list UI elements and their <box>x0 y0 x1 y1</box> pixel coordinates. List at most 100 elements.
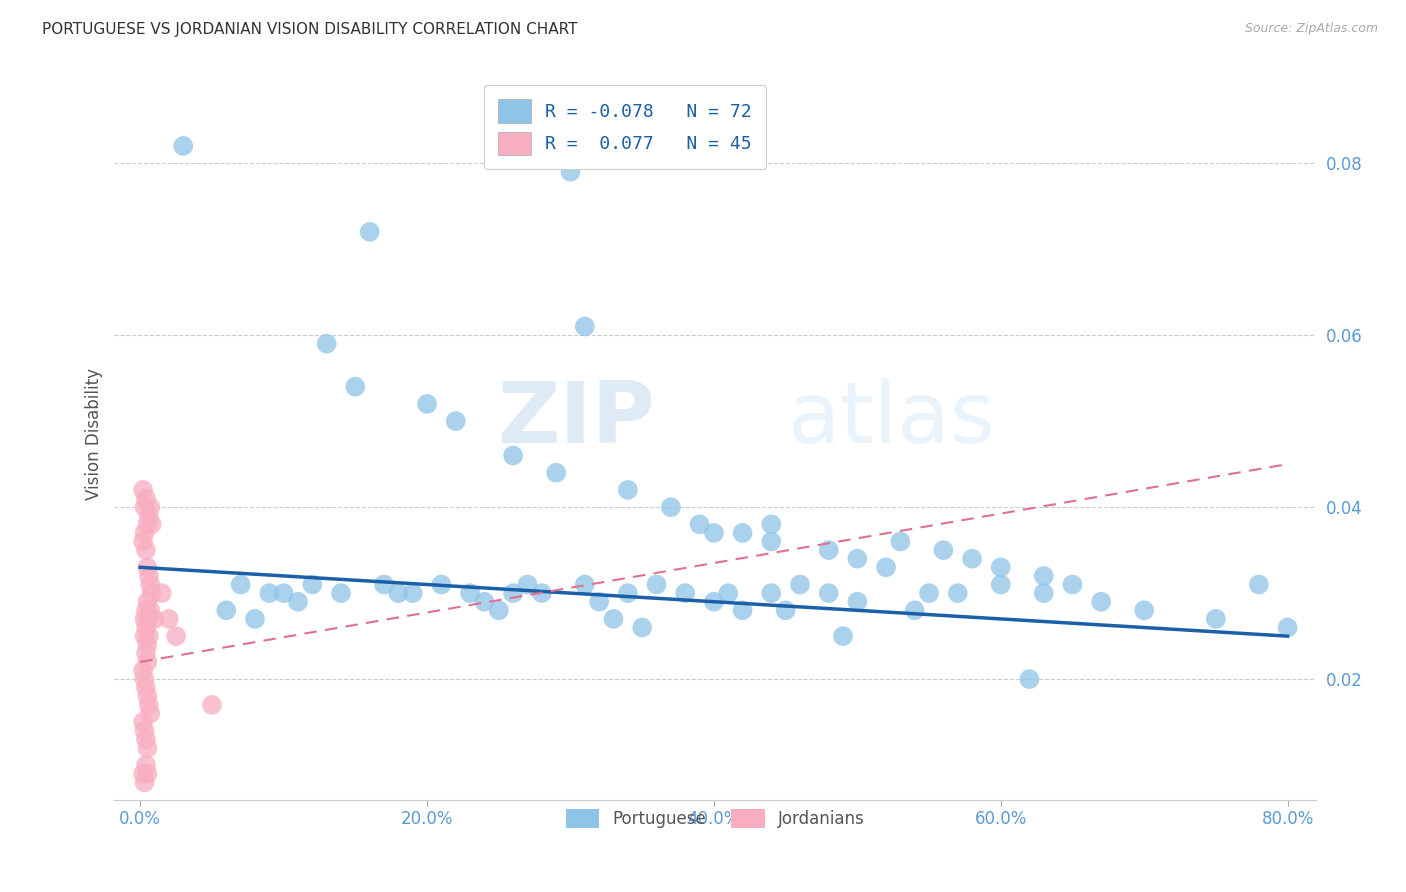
Point <box>1247 577 1270 591</box>
Point <box>136 517 159 532</box>
Point <box>134 672 156 686</box>
Point <box>136 766 159 780</box>
Point <box>135 732 157 747</box>
Point <box>141 517 163 532</box>
Point <box>659 500 682 515</box>
Text: ZIP: ZIP <box>498 378 655 461</box>
Point <box>631 621 654 635</box>
Point <box>136 638 159 652</box>
Point <box>138 698 160 712</box>
Point <box>138 569 160 583</box>
Point <box>135 758 157 772</box>
Legend: Portuguese, Jordanians: Portuguese, Jordanians <box>560 803 872 835</box>
Point <box>832 629 855 643</box>
Point <box>689 517 711 532</box>
Point <box>134 525 156 540</box>
Point <box>135 491 157 506</box>
Point <box>201 698 224 712</box>
Point <box>602 612 624 626</box>
Point <box>373 577 395 591</box>
Point <box>530 586 553 600</box>
Point <box>817 586 839 600</box>
Point <box>1032 586 1054 600</box>
Point <box>315 336 337 351</box>
Point <box>430 577 453 591</box>
Point <box>645 577 668 591</box>
Point <box>946 586 969 600</box>
Point <box>387 586 409 600</box>
Point <box>1133 603 1156 617</box>
Point <box>139 500 162 515</box>
Point <box>560 165 582 179</box>
Point <box>134 723 156 738</box>
Text: Source: ZipAtlas.com: Source: ZipAtlas.com <box>1244 22 1378 36</box>
Point <box>330 586 353 600</box>
Point <box>731 603 754 617</box>
Point <box>846 551 869 566</box>
Point <box>132 664 155 678</box>
Point <box>789 577 811 591</box>
Point <box>301 577 323 591</box>
Point <box>502 449 524 463</box>
Point <box>135 621 157 635</box>
Y-axis label: Vision Disability: Vision Disability <box>86 368 103 500</box>
Point <box>243 612 266 626</box>
Point <box>703 595 725 609</box>
Point <box>136 595 159 609</box>
Point <box>132 534 155 549</box>
Point <box>136 655 159 669</box>
Point <box>135 646 157 660</box>
Point <box>502 586 524 600</box>
Point <box>1062 577 1084 591</box>
Point <box>215 603 238 617</box>
Point <box>761 586 783 600</box>
Point <box>516 577 538 591</box>
Point <box>761 534 783 549</box>
Point <box>136 690 159 704</box>
Point <box>1205 612 1227 626</box>
Point <box>1277 621 1299 635</box>
Point <box>889 534 911 549</box>
Point <box>458 586 481 600</box>
Point <box>444 414 467 428</box>
Point <box>990 577 1012 591</box>
Point <box>402 586 425 600</box>
Point <box>229 577 252 591</box>
Point <box>703 525 725 540</box>
Point <box>960 551 983 566</box>
Point <box>138 629 160 643</box>
Point <box>134 775 156 789</box>
Point <box>139 706 162 721</box>
Point <box>761 517 783 532</box>
Point <box>136 740 159 755</box>
Point <box>139 577 162 591</box>
Point <box>157 612 180 626</box>
Point <box>846 595 869 609</box>
Point <box>617 586 640 600</box>
Point <box>875 560 897 574</box>
Point <box>134 612 156 626</box>
Point <box>673 586 696 600</box>
Point <box>139 603 162 617</box>
Point <box>817 543 839 558</box>
Point <box>775 603 797 617</box>
Point <box>932 543 955 558</box>
Point <box>273 586 295 600</box>
Point <box>359 225 381 239</box>
Point <box>135 603 157 617</box>
Point <box>918 586 941 600</box>
Point <box>574 319 596 334</box>
Point <box>143 612 166 626</box>
Point <box>136 560 159 574</box>
Point <box>132 766 155 780</box>
Point <box>132 483 155 497</box>
Point <box>546 466 568 480</box>
Point <box>141 586 163 600</box>
Point <box>574 577 596 591</box>
Point <box>717 586 740 600</box>
Point <box>172 139 194 153</box>
Point <box>134 500 156 515</box>
Point <box>904 603 927 617</box>
Text: atlas: atlas <box>787 378 995 461</box>
Point <box>259 586 281 600</box>
